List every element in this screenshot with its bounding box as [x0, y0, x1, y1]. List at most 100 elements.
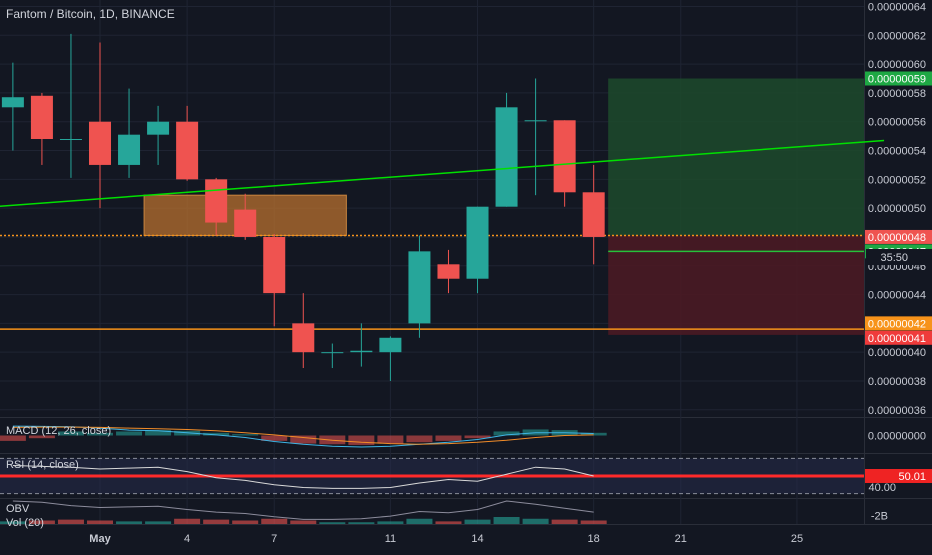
volume-bar — [174, 518, 201, 524]
macd-histogram-bar — [377, 435, 404, 444]
macd-histogram-bar — [580, 432, 607, 436]
time-tick-label: 4 — [184, 533, 190, 545]
price-tick-label: 0.00000058 — [868, 88, 926, 100]
candle-body — [147, 121, 170, 135]
volume-bar — [435, 521, 462, 524]
volume-bar — [28, 520, 55, 524]
time-tick-label: 14 — [471, 533, 483, 545]
price-tick-label: 0.00000064 — [868, 1, 926, 13]
macd-histogram-bar — [493, 431, 520, 436]
rsi-value-marker — [865, 468, 932, 483]
trendline[interactable] — [0, 139, 885, 208]
volume-bar — [348, 522, 375, 524]
macd-histogram-bar — [28, 435, 55, 439]
macd-line — [12, 425, 594, 448]
price-axis-marker-text: 0.00000041 — [868, 333, 926, 345]
candle-body — [582, 192, 605, 237]
macd-histogram-bar — [464, 435, 491, 439]
price-axis-marker — [865, 330, 932, 345]
macd-tick-label: 0.00000000 — [868, 431, 926, 443]
candle-body — [30, 95, 53, 139]
price-axis-marker-text: 0.00000048 — [868, 232, 926, 244]
candle-body — [234, 209, 257, 237]
macd-histogram-bar — [290, 435, 317, 444]
rsi-legend: RSI (14, close) — [6, 459, 79, 471]
macd-histogram-bar — [145, 430, 172, 436]
price-tick-label: 0.00000054 — [868, 146, 926, 158]
price-tick-label: 0.00000062 — [868, 30, 926, 42]
time-tick-label: 18 — [588, 533, 600, 545]
macd-histogram-bar — [203, 432, 230, 436]
volume-legend: Vol (20) — [6, 517, 44, 529]
price-axis-marker-text: 0.00000059 — [868, 74, 926, 86]
candle-body — [292, 323, 315, 353]
axes: 0.00000064 0.00000062 0.00000060 0.00000058… — [89, 1, 932, 545]
macd-histogram-bar — [57, 431, 84, 436]
main-pane[interactable] — [0, 33, 885, 381]
chart-title: Fantom / Bitcoin, 1D, BINANCE — [6, 7, 175, 21]
volume-bar — [145, 521, 172, 524]
price-tick-label: 0.00000036 — [868, 405, 926, 417]
candle-body — [118, 134, 141, 165]
loss-zone — [608, 235, 864, 335]
volume-bar — [232, 520, 259, 524]
macd-signal-line — [12, 426, 594, 445]
volume-bar — [203, 519, 230, 524]
volume-bar — [493, 517, 520, 524]
candle-body — [524, 120, 547, 122]
candle-body — [408, 251, 431, 324]
price-axis-marker — [865, 229, 932, 244]
time-tick-label: 25 — [791, 533, 803, 545]
candle-body — [89, 121, 111, 165]
volume-bar — [57, 519, 84, 524]
macd-histogram-bar — [435, 435, 462, 441]
time-tick-label: May — [89, 533, 111, 545]
price-axis-marker — [865, 71, 932, 86]
candle-body — [321, 352, 344, 354]
volume-bar — [116, 521, 143, 524]
macd-histogram-bar — [0, 435, 26, 441]
volume-bar — [406, 518, 433, 524]
volume-bar — [580, 520, 607, 524]
candle-body — [466, 206, 489, 279]
candle-body — [495, 107, 518, 207]
countdown-text: 35:50 — [880, 252, 908, 264]
price-tick-label: 0.00000050 — [868, 203, 926, 215]
price-axis-marker-text: 0.00000042 — [868, 318, 926, 330]
obv-legend: OBV — [6, 503, 30, 515]
rsi-line — [12, 464, 594, 489]
price-tick-label: 0.00000040 — [868, 347, 926, 359]
volume-bar — [377, 521, 404, 524]
macd-histogram-bar — [87, 432, 113, 436]
candle-body — [59, 139, 82, 140]
macd-histogram-bar — [406, 435, 433, 443]
time-tick-label: 11 — [385, 533, 396, 545]
candle-body — [205, 179, 228, 223]
indicator-panes: MACD (12, 26, close) RSI (14, close) OBV Vo… — [0, 425, 864, 529]
macd-legend: MACD (12, 26, close) — [6, 425, 111, 437]
time-tick-label: 7 — [271, 533, 277, 545]
candle-body — [176, 121, 199, 180]
candle-body — [263, 236, 286, 294]
volume-bar — [87, 520, 113, 524]
macd-histogram-bar — [116, 431, 143, 436]
rsi-value-text: 50.01 — [898, 471, 926, 483]
price-tick-label: 0.00000052 — [868, 174, 926, 186]
macd-histogram-bar — [232, 434, 259, 436]
price-tick-label: 0.00000038 — [868, 376, 926, 388]
obv-tick-label: -2B — [871, 510, 888, 522]
candle-body — [1, 97, 24, 108]
profit-zone — [608, 78, 864, 236]
volume-bar — [551, 519, 578, 524]
candle-body — [437, 264, 460, 279]
volume-bar — [261, 518, 288, 524]
macd-histogram-bar — [261, 435, 288, 441]
candle-body — [553, 120, 576, 193]
macd-histogram-bar — [348, 435, 375, 445]
volume-bar — [0, 521, 26, 524]
candle-body — [379, 337, 402, 353]
price-tick-label: 0.00000056 — [868, 117, 926, 129]
volume-bar — [464, 519, 491, 524]
